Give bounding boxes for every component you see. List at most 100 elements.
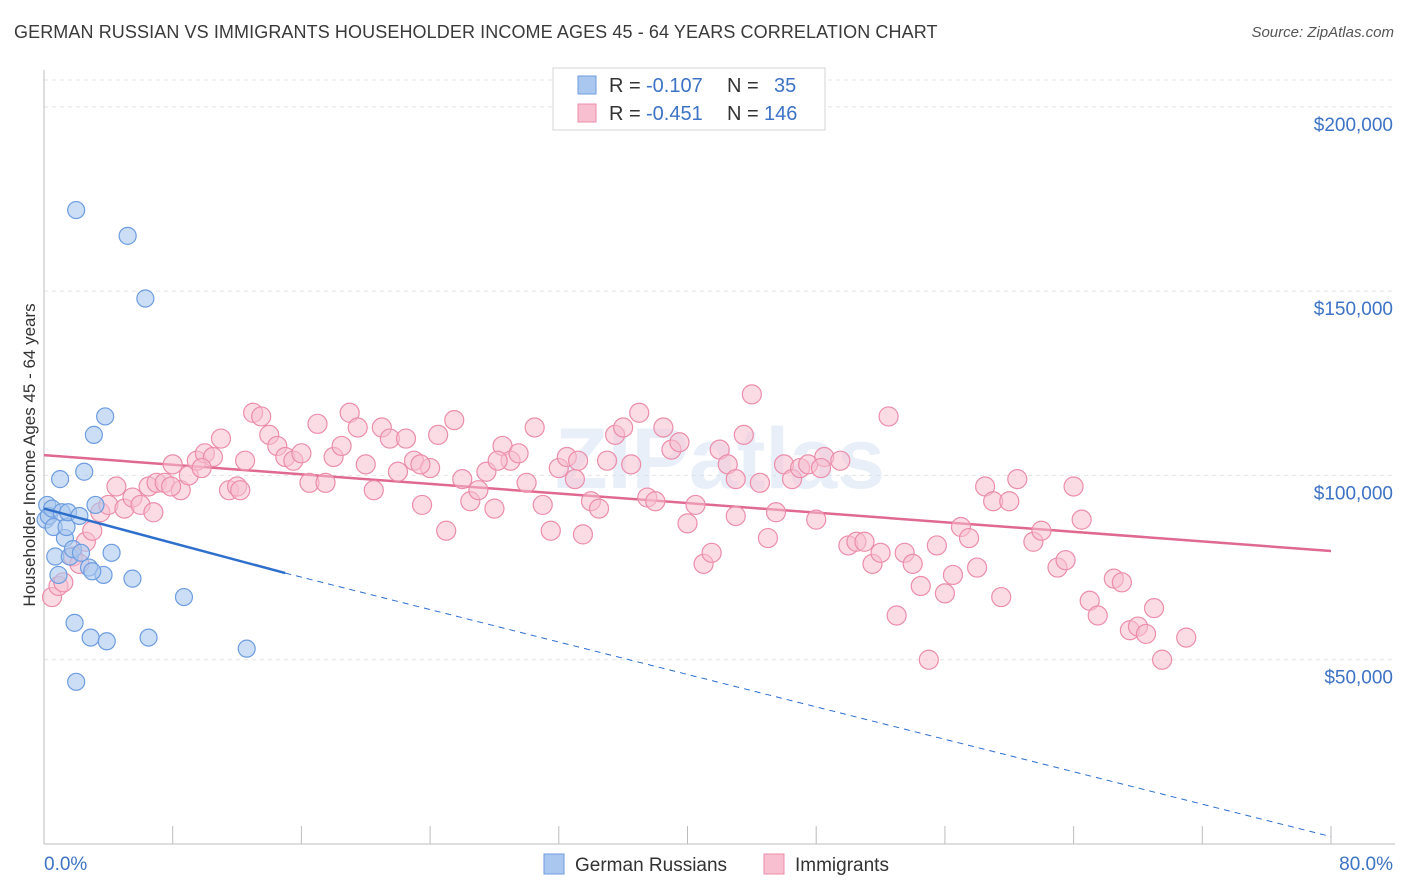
y-tick-label: $150,000	[1314, 299, 1393, 320]
data-point-immigrants	[621, 454, 642, 475]
data-point-immigrants	[1063, 476, 1084, 497]
bottom-legend-swatch-immigrants	[763, 853, 785, 875]
series-immigrants	[41, 384, 1197, 670]
data-point-immigrants	[143, 502, 164, 523]
legend-n-label-2: N =	[727, 103, 759, 125]
data-point-immigrants	[886, 605, 907, 626]
data-point-immigrants	[701, 542, 722, 563]
correlation-legend: R = -0.107 N = 35 R = -0.451 N = 146	[552, 67, 826, 131]
data-point-german-russians	[84, 425, 103, 444]
trend-lines	[43, 453, 1332, 838]
data-point-immigrants	[210, 428, 232, 449]
data-point-german-russians	[139, 628, 158, 647]
data-point-immigrants	[942, 564, 964, 586]
data-point-immigrants	[230, 480, 251, 501]
y-tick-label: $50,000	[1324, 668, 1393, 689]
data-point-german-russians	[96, 407, 115, 426]
data-point-immigrants	[468, 480, 489, 501]
data-point-immigrants	[870, 542, 891, 563]
data-point-immigrants	[588, 498, 610, 519]
data-point-immigrants	[830, 450, 851, 471]
y-tick-label: $100,000	[1314, 483, 1393, 504]
data-point-immigrants	[540, 520, 561, 541]
data-point-german-russians	[67, 672, 86, 691]
data-point-immigrants	[1007, 469, 1028, 490]
data-point-immigrants	[765, 502, 787, 523]
data-point-immigrants	[685, 494, 706, 516]
data-point-immigrants	[444, 410, 465, 431]
data-point-german-russians	[237, 639, 256, 658]
legend-swatch-immigrants	[577, 103, 597, 123]
data-point-immigrants	[918, 649, 939, 670]
data-point-immigrants	[878, 406, 899, 427]
data-point-immigrants	[428, 424, 449, 445]
series-german-russians	[36, 200, 286, 691]
x-tick-min: 0.0%	[44, 854, 87, 875]
data-point-immigrants	[1151, 649, 1173, 670]
trend-line-german-russians	[43, 507, 286, 575]
data-point-immigrants	[568, 450, 589, 471]
bottom-legend-german-russians: German Russians	[575, 855, 727, 876]
y-tick-label: $200,000	[1314, 115, 1393, 136]
data-point-immigrants	[452, 469, 473, 490]
data-point-german-russians	[174, 587, 194, 607]
data-point-immigrants	[484, 498, 505, 519]
x-tick-max: 80.0%	[1339, 854, 1393, 875]
legend-r-value-2: -0.451	[646, 103, 703, 125]
data-point-immigrants	[395, 428, 417, 449]
data-point-german-russians	[118, 226, 137, 245]
data-point-immigrants	[749, 472, 770, 493]
data-point-immigrants	[854, 531, 875, 552]
data-point-german-russians	[75, 462, 94, 481]
grid-lines	[44, 79, 1395, 661]
data-point-immigrants	[677, 513, 698, 534]
data-point-immigrants	[999, 491, 1020, 512]
data-point-immigrants	[934, 583, 956, 604]
data-point-immigrants	[991, 586, 1012, 608]
bottom-legend-swatch-german-russians	[543, 853, 565, 875]
data-point-immigrants	[741, 384, 762, 405]
data-point-german-russians	[65, 613, 84, 632]
data-point-immigrants	[613, 417, 634, 438]
legend-r-value-1: -0.107	[646, 75, 703, 97]
data-point-immigrants	[387, 461, 409, 482]
data-point-german-russians	[102, 543, 121, 562]
data-point-immigrants	[926, 535, 947, 556]
data-point-immigrants	[1087, 605, 1108, 626]
data-point-immigrants	[733, 424, 754, 445]
data-point-german-russians	[136, 289, 155, 308]
data-point-immigrants	[508, 443, 529, 464]
data-point-german-russians	[86, 495, 105, 515]
data-point-immigrants	[307, 413, 328, 434]
data-point-immigrants	[347, 417, 368, 438]
axes	[43, 70, 1395, 845]
data-point-immigrants	[234, 450, 256, 471]
data-point-immigrants	[958, 527, 980, 549]
data-point-immigrants	[669, 432, 690, 453]
data-point-german-russians	[97, 632, 116, 651]
data-point-immigrants	[1071, 509, 1092, 530]
data-point-immigrants	[1135, 623, 1157, 645]
data-point-immigrants	[966, 557, 988, 578]
legend-n-label-1: N =	[727, 75, 759, 97]
data-point-immigrants	[1031, 520, 1052, 541]
data-point-immigrants	[902, 553, 923, 574]
data-point-immigrants	[516, 472, 537, 493]
data-point-immigrants	[629, 402, 650, 423]
data-point-immigrants	[810, 457, 832, 479]
legend-r-label-1: R =	[609, 75, 641, 97]
data-point-immigrants	[564, 469, 585, 490]
data-point-immigrants	[191, 457, 212, 479]
data-point-immigrants	[315, 472, 336, 493]
legend-r-label-2: R =	[609, 103, 641, 125]
data-point-immigrants	[725, 505, 746, 527]
source-credit: Source: ZipAtlas.com	[1251, 24, 1394, 41]
data-point-immigrants	[355, 454, 376, 475]
data-point-immigrants	[910, 575, 931, 597]
data-point-immigrants	[1111, 572, 1132, 593]
legend-n-value-2: 146	[764, 103, 797, 125]
data-point-immigrants	[653, 417, 674, 438]
data-point-immigrants	[596, 450, 618, 471]
data-point-immigrants	[162, 454, 183, 475]
